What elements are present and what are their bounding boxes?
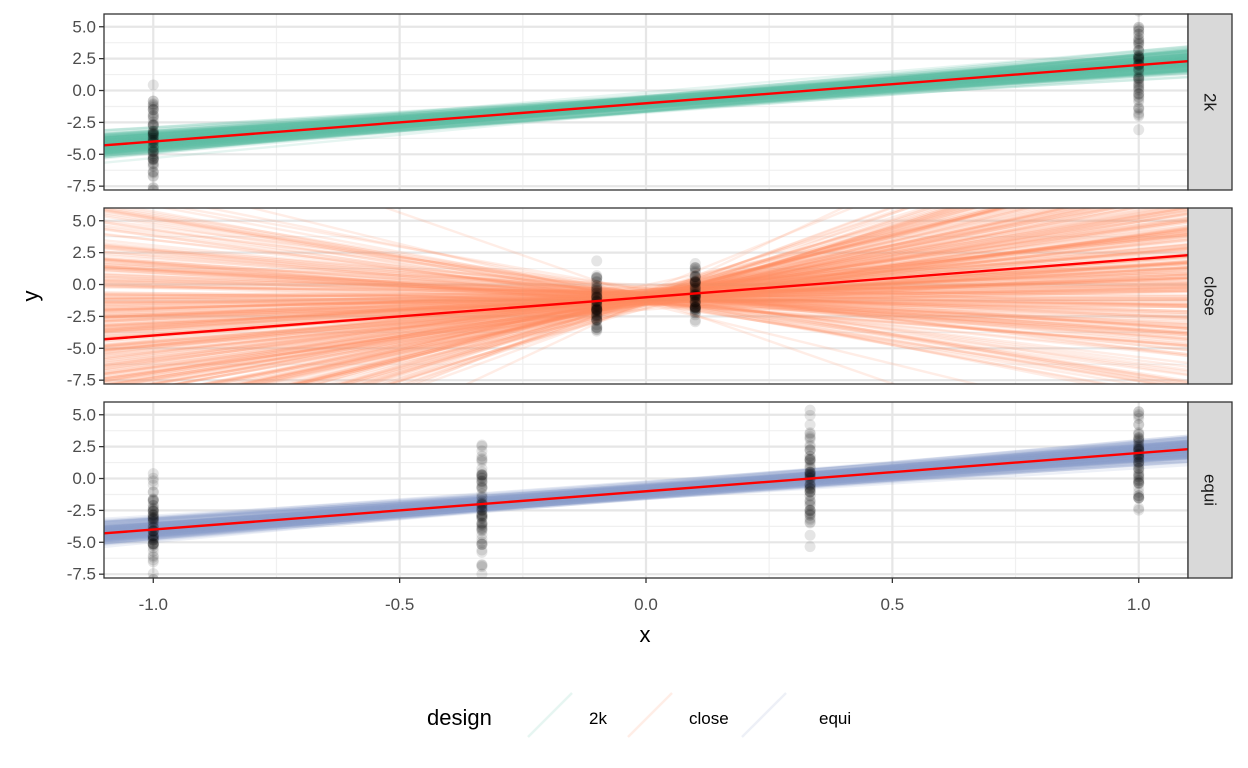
data-point [476, 523, 487, 534]
y-tick-label: -7.5 [67, 565, 96, 584]
data-point [690, 298, 701, 309]
data-point [476, 547, 487, 558]
data-point [476, 441, 487, 452]
facet-panel-2k: 2k -7.5 -5.0 -2.5 0.0 2.5 5.0 [67, 0, 1232, 203]
y-tick-label: 0.0 [72, 81, 96, 100]
data-point [1133, 6, 1144, 17]
y-tick-label: 2.5 [72, 243, 96, 262]
y-tick-label: -7.5 [67, 177, 96, 196]
x-axis-title: x [640, 622, 651, 647]
data-point [805, 541, 816, 552]
data-point [148, 487, 159, 498]
legend-item-equi: equi [742, 693, 851, 737]
legend-label: equi [819, 709, 851, 728]
y-tick-label: -5.0 [67, 145, 96, 164]
data-point [148, 512, 159, 523]
data-point [591, 326, 602, 337]
legend-key [742, 693, 786, 737]
data-point [690, 271, 701, 282]
data-point [1133, 124, 1144, 135]
x-tick-label: 1.0 [1127, 595, 1151, 614]
facet-strip-label: close [1201, 276, 1220, 316]
data-point [148, 522, 159, 533]
data-point [148, 158, 159, 169]
data-point [1133, 391, 1144, 402]
data-point [1133, 108, 1144, 119]
data-point [476, 482, 487, 493]
legend-item-2k: 2k [528, 693, 607, 737]
y-tick-label: 2.5 [72, 49, 96, 68]
data-point [805, 410, 816, 421]
data-point [1133, 419, 1144, 430]
legend-key [628, 693, 672, 737]
y-tick-label: -5.0 [67, 339, 96, 358]
data-point [805, 505, 816, 516]
data-point [148, 192, 159, 203]
x-tick-label: -0.5 [385, 595, 414, 614]
data-point [148, 80, 159, 91]
data-point [476, 509, 487, 520]
y-tick-label: -2.5 [67, 501, 96, 520]
facet-panel-equi: equi -7.5 -5.0 -2.5 0.0 2.5 5.0 [67, 374, 1232, 600]
data-point [805, 518, 816, 529]
data-point [1133, 406, 1144, 417]
y-tick-label: 5.0 [72, 211, 96, 230]
y-tick-label: 5.0 [72, 17, 96, 36]
data-point [1133, 434, 1144, 445]
data-point [1133, 91, 1144, 102]
facet-strip-label: equi [1201, 474, 1220, 506]
data-point [1133, 74, 1144, 85]
x-tick-label: 0.5 [881, 595, 905, 614]
data-point [591, 315, 602, 326]
y-tick-label: -5.0 [67, 533, 96, 552]
data-point [148, 550, 159, 561]
data-point [1133, 3, 1144, 14]
data-point [591, 285, 602, 296]
data-point [805, 433, 816, 444]
y-tick-label: -7.5 [67, 371, 96, 390]
x-tick-label: 0.0 [634, 595, 658, 614]
data-point [476, 456, 487, 467]
data-point [148, 185, 159, 196]
x-tick-label: -1.0 [139, 595, 168, 614]
legend-label: 2k [589, 709, 607, 728]
y-tick-label: 0.0 [72, 275, 96, 294]
y-tick-label: -2.5 [67, 307, 96, 326]
data-point [476, 469, 487, 480]
y-tick-label: 2.5 [72, 437, 96, 456]
legend-title: design [427, 705, 492, 730]
data-point [591, 255, 602, 266]
data-point [1133, 25, 1144, 36]
y-tick-label: 0.0 [72, 469, 96, 488]
facet-strip-label: 2k [1201, 93, 1220, 111]
legend-key [528, 693, 572, 737]
legend-item-close: close [628, 693, 729, 737]
data-point [1133, 503, 1144, 514]
y-axis-title: y [18, 291, 43, 302]
data-point [148, 128, 159, 139]
data-point [1133, 487, 1144, 498]
data-point [148, 535, 159, 546]
data-point [805, 479, 816, 490]
y-tick-label: -2.5 [67, 113, 96, 132]
data-point [805, 530, 816, 541]
data-point [148, 100, 159, 111]
data-point [690, 309, 701, 320]
data-point [690, 281, 701, 292]
data-point [1133, 456, 1144, 467]
y-tick-label: 5.0 [72, 405, 96, 424]
data-point [591, 272, 602, 283]
legend-label: close [689, 709, 729, 728]
data-point [476, 559, 487, 570]
data-point [148, 171, 159, 182]
data-point [148, 189, 159, 200]
